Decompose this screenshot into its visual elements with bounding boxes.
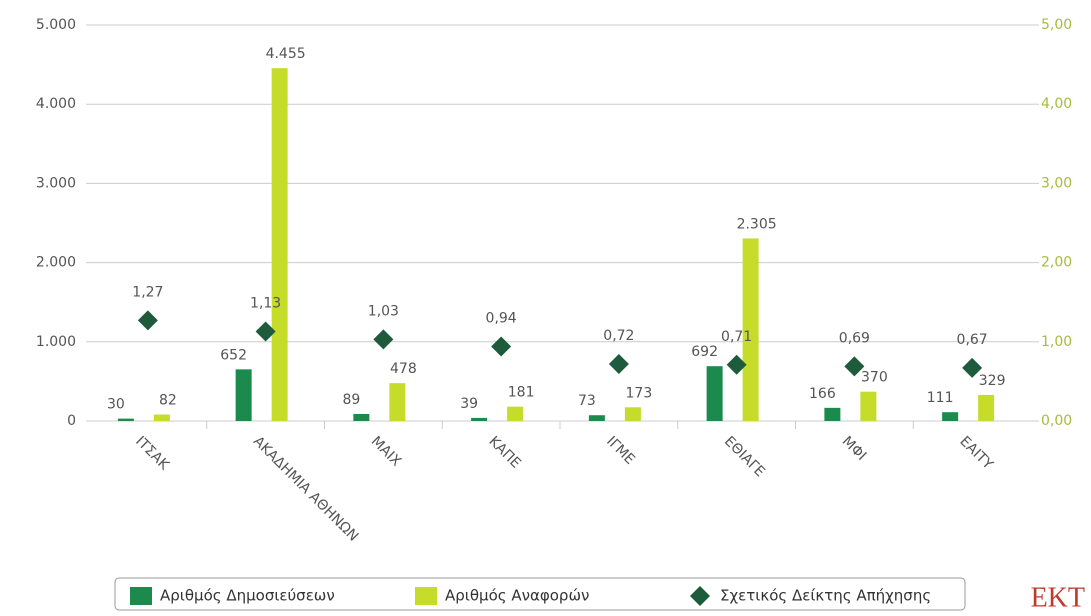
bar bbox=[742, 238, 759, 421]
x-tick-label: ΜΑΙΧ bbox=[368, 433, 405, 470]
bar bbox=[235, 369, 252, 421]
data-label: 173 bbox=[626, 385, 653, 401]
data-label: 111 bbox=[927, 390, 954, 406]
data-label: 82 bbox=[159, 393, 177, 409]
legend-box bbox=[114, 577, 966, 611]
x-tick-label: ΚΑΠΕ bbox=[485, 433, 523, 471]
data-label: 181 bbox=[508, 385, 535, 401]
x-tick-label: ΙΤΣΑΚ bbox=[132, 433, 172, 473]
legend-swatch bbox=[415, 587, 437, 605]
data-label: 0,69 bbox=[839, 330, 870, 346]
data-label: 692 bbox=[691, 344, 718, 360]
y-tick-label: 3.000 bbox=[36, 175, 76, 191]
x-tick-label: ΜΦΙ bbox=[839, 433, 870, 464]
bar bbox=[978, 394, 995, 421]
data-label: 652 bbox=[220, 347, 247, 363]
y-tick-label: 5.000 bbox=[36, 17, 76, 33]
data-label: 4.455 bbox=[266, 46, 306, 62]
marker bbox=[137, 310, 158, 331]
data-label: 0,94 bbox=[486, 311, 517, 327]
x-tick-label: ΑΚΑΔΗΜΙΑ ΑΘΗΝΩΝ bbox=[250, 433, 361, 544]
data-label: 478 bbox=[390, 361, 417, 377]
bar bbox=[588, 415, 605, 421]
marker bbox=[608, 353, 629, 374]
bar bbox=[624, 407, 641, 421]
data-label: 1,13 bbox=[250, 296, 281, 312]
y2-tick-label: 2,00 bbox=[1041, 255, 1072, 271]
data-label: 370 bbox=[861, 370, 888, 386]
bar bbox=[117, 418, 134, 421]
y2-tick-label: 0,00 bbox=[1041, 413, 1072, 429]
data-label: 89 bbox=[342, 392, 360, 408]
y2-tick-label: 1,00 bbox=[1041, 334, 1072, 350]
data-label: 0,72 bbox=[603, 328, 634, 344]
data-label: 0,71 bbox=[721, 329, 752, 345]
bar bbox=[389, 383, 406, 421]
legend-swatch bbox=[690, 586, 710, 606]
x-tick-label: ΕΑΙΤΥ bbox=[956, 433, 996, 473]
marker bbox=[491, 336, 512, 357]
bar bbox=[942, 412, 959, 421]
logo: EKT bbox=[1031, 582, 1085, 613]
legend-label: Αριθμός Αναφορών bbox=[445, 587, 589, 605]
bar bbox=[824, 407, 841, 421]
bar bbox=[271, 68, 288, 421]
data-label: 166 bbox=[809, 386, 836, 402]
bar bbox=[860, 391, 877, 421]
data-label: 0,67 bbox=[957, 332, 988, 348]
data-label: 1,03 bbox=[368, 303, 399, 319]
y-tick-label: 2.000 bbox=[36, 255, 76, 271]
x-tick-label: ΙΓΜΕ bbox=[603, 433, 638, 468]
marker bbox=[373, 329, 394, 350]
marker bbox=[962, 357, 983, 378]
data-label: 39 bbox=[460, 396, 478, 412]
data-label: 1,27 bbox=[132, 284, 163, 300]
marker bbox=[844, 356, 865, 377]
bar bbox=[153, 414, 170, 421]
bar bbox=[706, 366, 723, 421]
legend-label: Σχετικός Δείκτης Απήχησης bbox=[720, 587, 931, 605]
data-label: 2.305 bbox=[737, 216, 777, 232]
y-tick-label: 4.000 bbox=[36, 96, 76, 112]
y-tick-label: 0 bbox=[67, 413, 76, 429]
marker bbox=[726, 354, 747, 375]
bar bbox=[471, 417, 488, 421]
legend-swatch bbox=[130, 587, 152, 605]
data-label: 73 bbox=[578, 393, 596, 409]
legend-label: Αριθμός Δημοσιεύσεων bbox=[160, 587, 335, 605]
y2-tick-label: 3,00 bbox=[1041, 175, 1072, 191]
marker bbox=[255, 321, 276, 342]
y-tick-label: 1.000 bbox=[36, 334, 76, 350]
x-tick-label: ΕΘΙΑΓΕ bbox=[721, 433, 768, 480]
y2-tick-label: 5,00 bbox=[1041, 17, 1072, 33]
data-label: 30 bbox=[107, 397, 125, 413]
bar bbox=[507, 406, 524, 421]
y2-tick-label: 4,00 bbox=[1041, 96, 1072, 112]
bar bbox=[353, 413, 370, 421]
data-label: 329 bbox=[979, 373, 1006, 389]
